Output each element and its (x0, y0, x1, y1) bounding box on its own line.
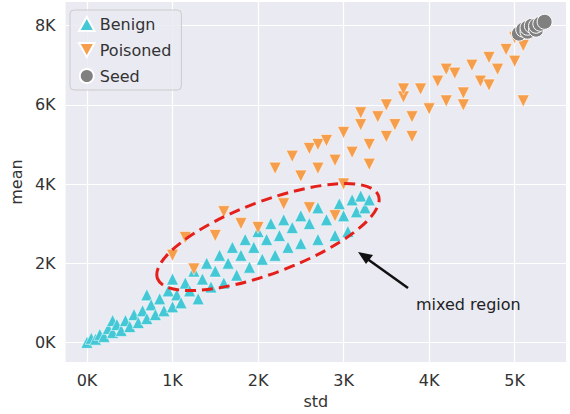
svg-text:Poisoned: Poisoned (100, 41, 172, 60)
svg-text:mean: mean (7, 159, 26, 204)
svg-text:mixed region: mixed region (416, 295, 521, 314)
svg-text:2K: 2K (248, 371, 269, 390)
svg-text:6K: 6K (35, 95, 56, 114)
svg-text:0K: 0K (77, 371, 98, 390)
svg-text:Seed: Seed (100, 67, 140, 86)
svg-text:1K: 1K (162, 371, 183, 390)
svg-text:Benign: Benign (100, 15, 156, 34)
svg-text:0K: 0K (35, 333, 56, 352)
svg-text:8K: 8K (35, 16, 56, 35)
svg-text:3K: 3K (333, 371, 354, 390)
svg-text:4K: 4K (419, 371, 440, 390)
svg-text:2K: 2K (35, 254, 56, 273)
svg-text:4K: 4K (35, 175, 56, 194)
svg-text:5K: 5K (504, 371, 525, 390)
svg-text:std: std (303, 392, 328, 411)
